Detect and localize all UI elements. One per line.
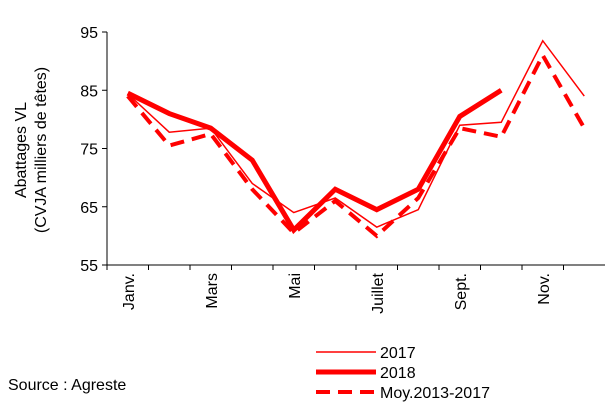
legend-label: 2017 [380,345,416,362]
line [126,51,586,239]
y-tick-label: 65 [80,200,98,217]
y-label-line: Abattages VL [13,102,30,198]
line [127,39,585,228]
y-tick-label: 75 [80,142,98,159]
x-tick-label: Mars [204,273,221,309]
x-tick-label: Nov. [536,273,553,305]
source: Source : Agreste [8,377,126,394]
y-label-line: (CVJA milliers de têtes) [33,67,50,233]
y-tick-label: 55 [80,258,98,275]
y-axis-title: Abattages VL (CVJA milliers de têtes) [13,67,50,233]
x-tick-label: Juillet [370,272,387,313]
line [126,88,503,235]
x-tick-label: Sept. [453,273,470,310]
x-tick-label: Mai [287,273,304,299]
x-tick-label: Janv. [121,273,138,310]
legend-label: 2018 [380,365,416,382]
y-tick-label: 85 [80,83,98,100]
y-tick-label: 95 [80,25,98,42]
legend-label: Moy.2013-2017 [380,385,490,402]
